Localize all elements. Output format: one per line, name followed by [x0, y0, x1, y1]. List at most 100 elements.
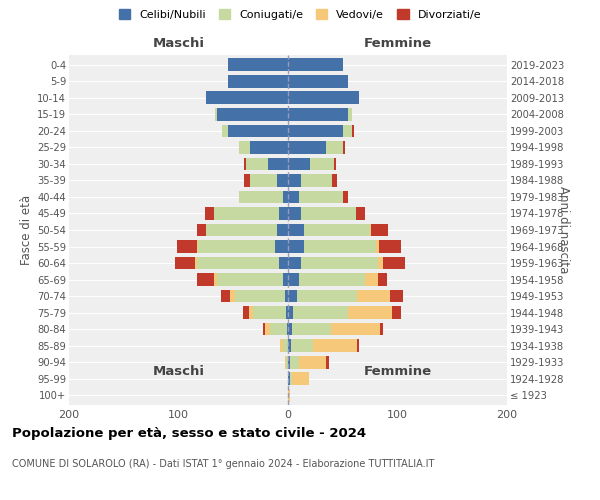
- Text: Maschi: Maschi: [152, 366, 205, 378]
- Bar: [370, 224, 371, 236]
- Bar: [228, 124, 288, 138]
- Bar: [215, 108, 217, 121]
- Bar: [280, 339, 283, 352]
- Text: Femmine: Femmine: [364, 366, 431, 378]
- Y-axis label: Anni di nascita: Anni di nascita: [557, 186, 570, 274]
- Bar: [299, 356, 326, 368]
- Bar: [288, 356, 290, 368]
- Bar: [248, 306, 253, 319]
- Bar: [214, 207, 279, 220]
- Bar: [263, 322, 265, 336]
- Bar: [288, 108, 348, 121]
- Bar: [288, 124, 343, 138]
- Bar: [288, 158, 310, 170]
- Legend: Celibi/Nubili, Coniugati/e, Vedovi/e, Divorziati/e: Celibi/Nubili, Coniugati/e, Vedovi/e, Di…: [116, 6, 484, 23]
- Bar: [378, 256, 383, 270]
- Bar: [283, 190, 288, 203]
- Bar: [332, 174, 337, 187]
- Bar: [239, 141, 250, 154]
- Bar: [288, 58, 343, 71]
- Bar: [288, 322, 292, 336]
- Bar: [380, 322, 383, 336]
- Bar: [390, 290, 403, 302]
- Text: Maschi: Maschi: [152, 37, 205, 50]
- Bar: [290, 372, 292, 385]
- Bar: [277, 174, 288, 187]
- Bar: [288, 339, 291, 352]
- Bar: [304, 224, 370, 236]
- Bar: [352, 124, 354, 138]
- Bar: [239, 190, 283, 203]
- Bar: [290, 356, 299, 368]
- Bar: [271, 322, 287, 336]
- Bar: [279, 207, 288, 220]
- Bar: [288, 141, 326, 154]
- Bar: [288, 388, 290, 402]
- Bar: [356, 207, 365, 220]
- Bar: [326, 141, 343, 154]
- Bar: [206, 92, 288, 104]
- Bar: [235, 290, 285, 302]
- Bar: [279, 256, 288, 270]
- Bar: [334, 158, 336, 170]
- Bar: [310, 158, 334, 170]
- Bar: [326, 356, 329, 368]
- Bar: [383, 256, 405, 270]
- Bar: [250, 174, 277, 187]
- Bar: [275, 240, 288, 253]
- Bar: [197, 256, 279, 270]
- Bar: [206, 224, 277, 236]
- Bar: [217, 273, 283, 286]
- Bar: [288, 190, 299, 203]
- Bar: [221, 290, 230, 302]
- Bar: [287, 322, 288, 336]
- Bar: [175, 256, 195, 270]
- Bar: [376, 240, 379, 253]
- Bar: [301, 256, 378, 270]
- Bar: [288, 174, 301, 187]
- Bar: [197, 224, 206, 236]
- Bar: [288, 372, 290, 385]
- Text: Femmine: Femmine: [364, 37, 431, 50]
- Bar: [331, 322, 380, 336]
- Bar: [288, 240, 304, 253]
- Bar: [205, 207, 214, 220]
- Bar: [288, 273, 299, 286]
- Bar: [285, 356, 286, 368]
- Bar: [348, 306, 392, 319]
- Bar: [292, 322, 331, 336]
- Bar: [197, 240, 198, 253]
- Bar: [217, 108, 288, 121]
- Bar: [301, 174, 332, 187]
- Bar: [285, 290, 288, 302]
- Bar: [365, 273, 378, 286]
- Bar: [343, 141, 345, 154]
- Bar: [250, 141, 288, 154]
- Bar: [288, 207, 301, 220]
- Bar: [286, 306, 288, 319]
- Bar: [357, 339, 359, 352]
- Bar: [291, 339, 313, 352]
- Bar: [288, 92, 359, 104]
- Text: COMUNE DI SOLAROLO (RA) - Dati ISTAT 1° gennaio 2024 - Elaborazione TUTTITALIA.I: COMUNE DI SOLAROLO (RA) - Dati ISTAT 1° …: [12, 459, 434, 469]
- Bar: [343, 124, 352, 138]
- Bar: [293, 306, 348, 319]
- Bar: [299, 273, 365, 286]
- Bar: [288, 306, 293, 319]
- Bar: [379, 240, 401, 253]
- Bar: [288, 290, 297, 302]
- Bar: [297, 290, 357, 302]
- Bar: [283, 339, 288, 352]
- Bar: [288, 75, 348, 88]
- Bar: [304, 240, 376, 253]
- Bar: [343, 190, 348, 203]
- Bar: [222, 124, 228, 138]
- Bar: [244, 158, 247, 170]
- Bar: [392, 306, 401, 319]
- Text: Popolazione per età, sesso e stato civile - 2024: Popolazione per età, sesso e stato civil…: [12, 428, 366, 440]
- Bar: [228, 75, 288, 88]
- Bar: [292, 372, 309, 385]
- Bar: [299, 190, 343, 203]
- Bar: [214, 273, 217, 286]
- Y-axis label: Fasce di età: Fasce di età: [20, 195, 33, 265]
